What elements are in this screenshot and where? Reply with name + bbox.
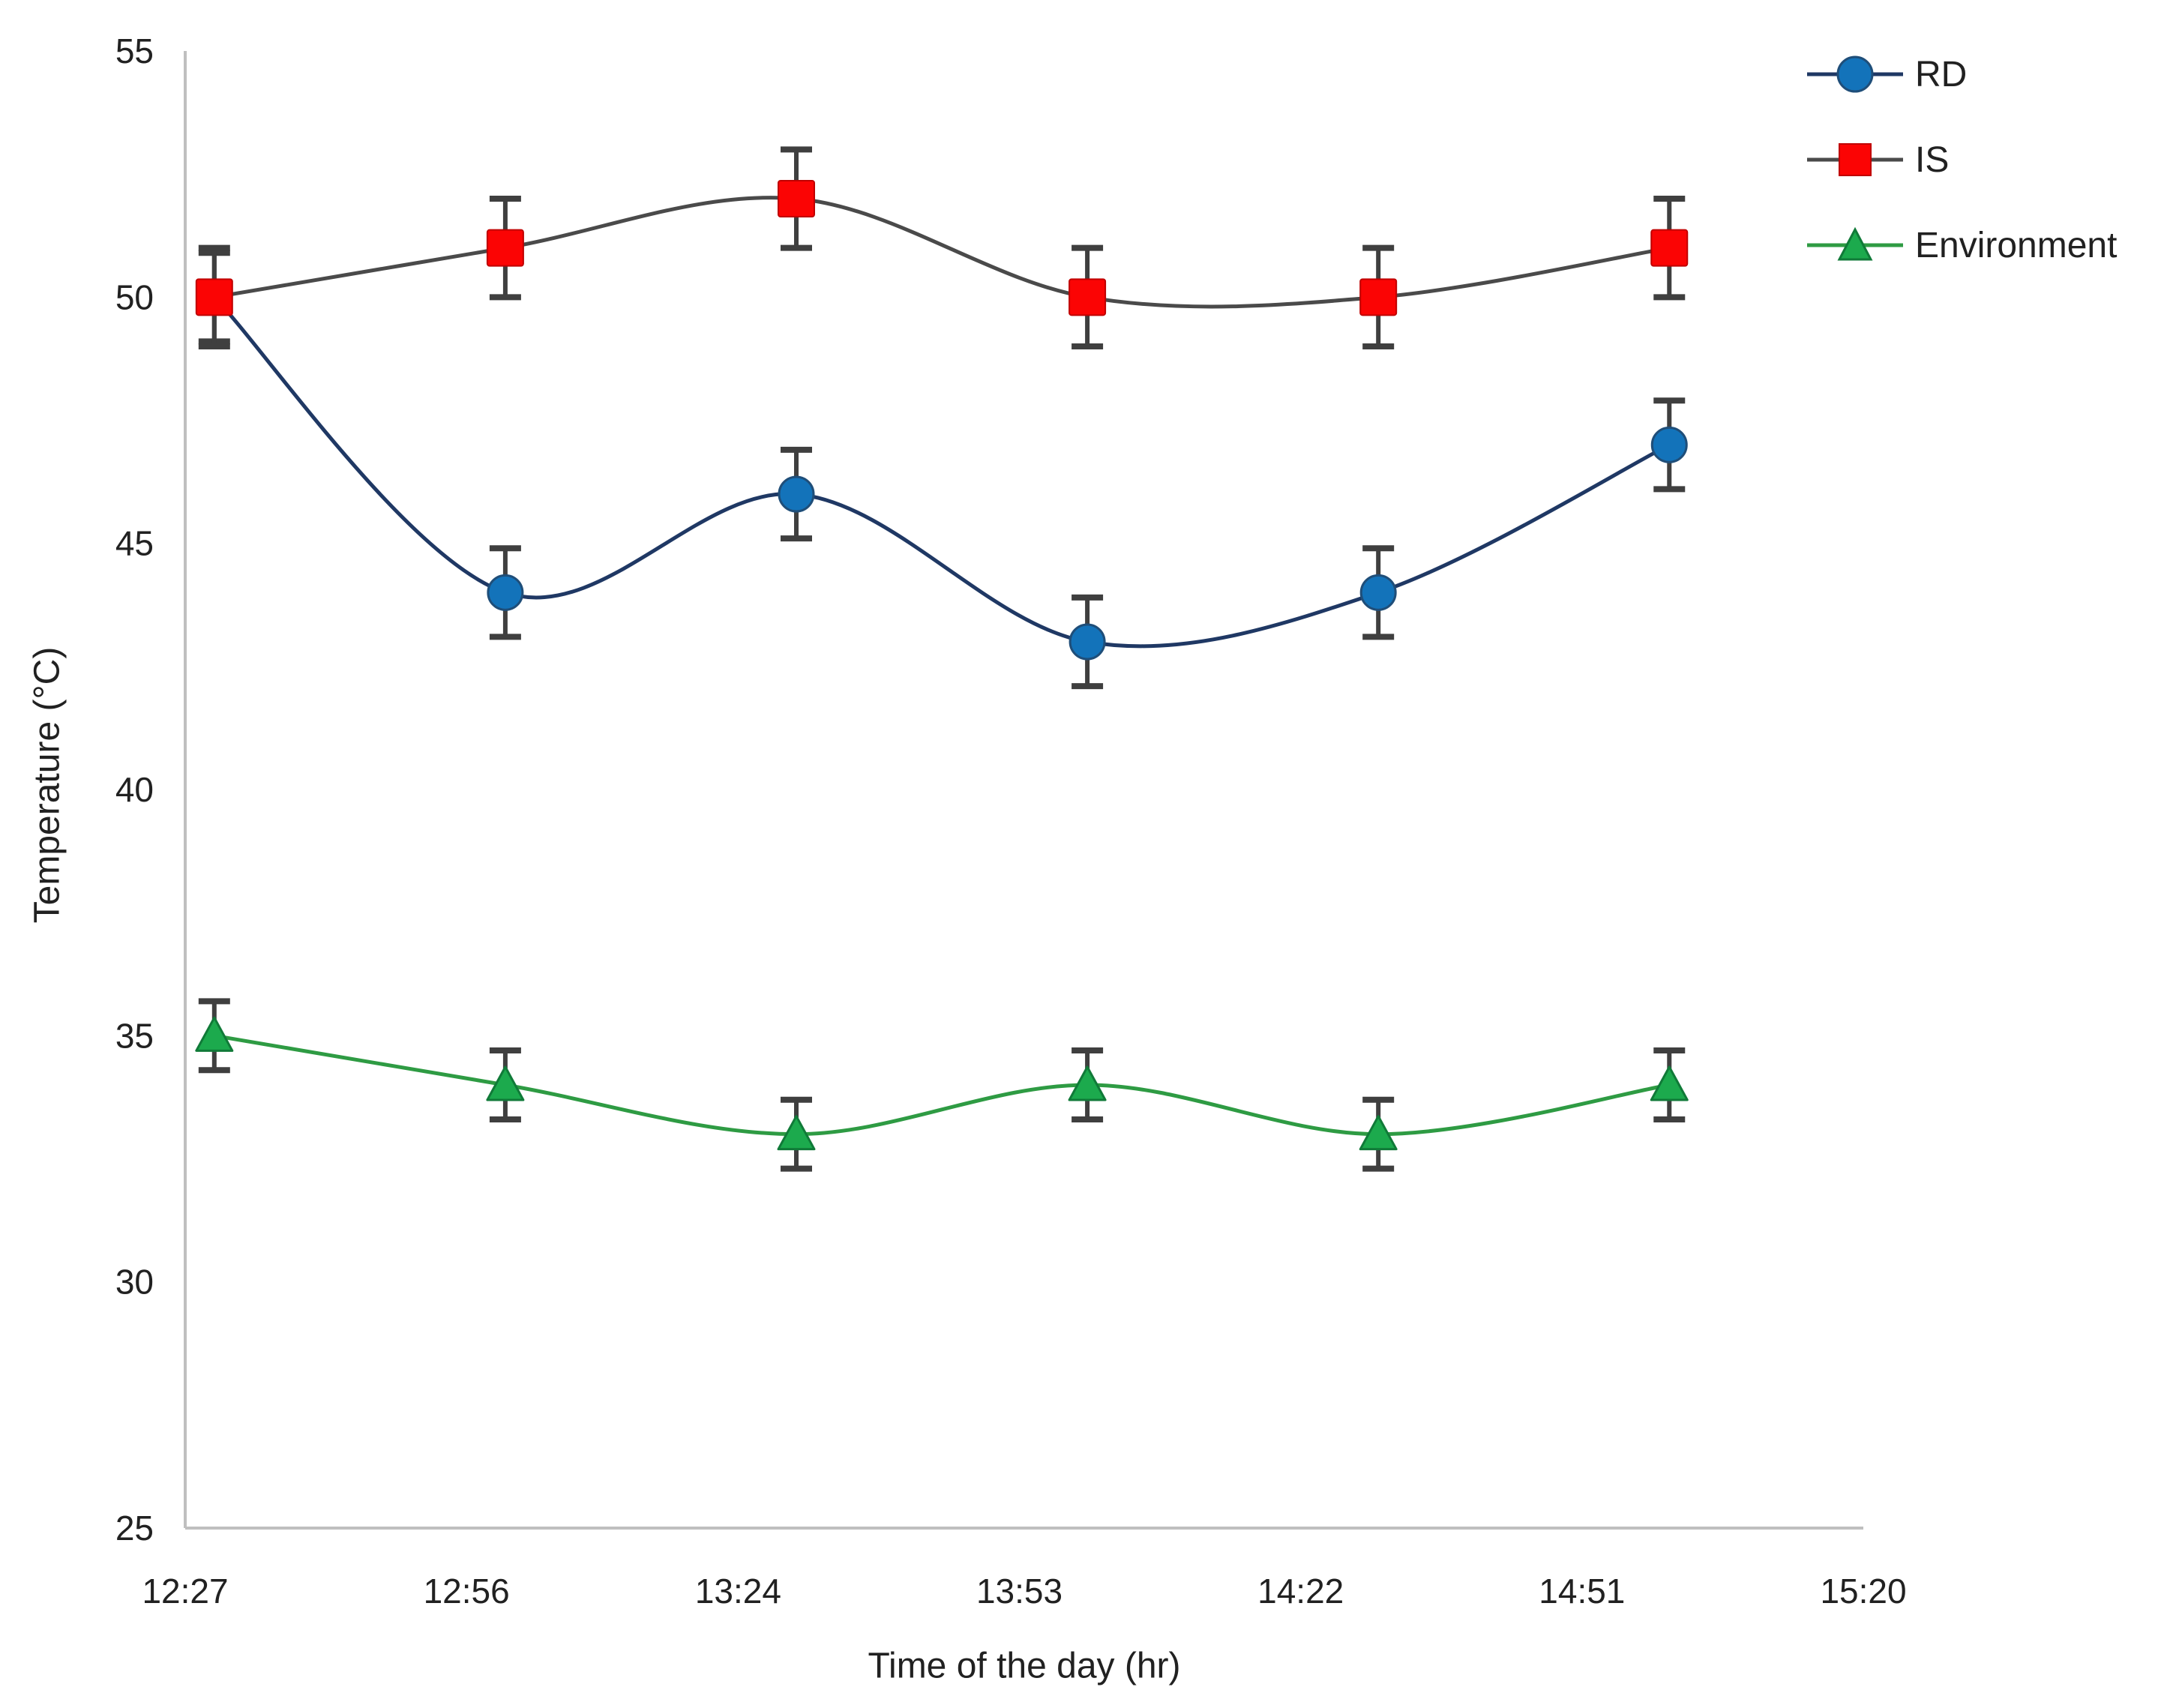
is-marker [1359, 278, 1398, 316]
x-tick-label: 13:53 [976, 1572, 1063, 1611]
is-marker [195, 278, 233, 316]
x-tick-label: 15:20 [1820, 1572, 1906, 1611]
environment-marker [1068, 1065, 1107, 1101]
rd-marker [1650, 426, 1688, 463]
is-series [195, 146, 1689, 349]
legend-square-marker [1839, 143, 1872, 176]
rd-marker [487, 574, 524, 611]
y-tick-label: 40 [115, 770, 154, 809]
y-tick-label: 55 [115, 31, 154, 70]
environment-series [195, 998, 1689, 1172]
rd-line [213, 295, 1671, 649]
x-tick-label: 14:51 [1539, 1572, 1625, 1611]
legend-circle-marker [1836, 55, 1874, 93]
legend-item-rd: RD [1806, 45, 2117, 103]
legend-item-environment: Environment [1806, 216, 2117, 274]
environment-marker [195, 1016, 234, 1052]
environment-line [214, 1033, 1670, 1137]
is-marker [1650, 229, 1689, 267]
legend: RD IS Environment [1806, 45, 2117, 301]
is-marker [777, 180, 815, 217]
is-legend-marker-icon [1807, 143, 1903, 176]
y-tick-label: 30 [115, 1263, 154, 1302]
y-tick-label: 25 [115, 1509, 154, 1548]
x-tick-label: 13:24 [695, 1572, 781, 1611]
x-tick-label: 14:22 [1257, 1572, 1344, 1611]
environment-legend-marker-icon [1807, 226, 1903, 261]
rd-marker [778, 475, 815, 513]
legend-triangle-marker [1837, 226, 1873, 261]
x-axis-title: Time of the day (hr) [868, 1646, 1181, 1686]
is-marker [486, 229, 524, 267]
rd-marker [1359, 574, 1397, 611]
y-tick-label: 45 [115, 524, 154, 563]
legend-label-is: IS [1915, 139, 1950, 180]
rd-legend-marker-icon [1807, 55, 1903, 93]
environment-marker [777, 1115, 816, 1151]
is-marker [1069, 278, 1107, 316]
legend-label-rd: RD [1915, 54, 1968, 94]
environment-marker [1359, 1115, 1398, 1151]
y-tick-label: 50 [115, 277, 154, 316]
legend-item-is: IS [1806, 130, 2117, 189]
legend-label-environment: Environment [1915, 225, 2118, 265]
rd-series [196, 250, 1688, 690]
y-axis-title: Temperature (°C) [27, 646, 67, 924]
x-tick-label: 12:27 [142, 1572, 228, 1611]
is-line [214, 196, 1670, 309]
environment-marker [486, 1065, 525, 1101]
y-tick-label: 35 [115, 1016, 154, 1055]
environment-marker [1650, 1065, 1689, 1101]
x-tick-label: 12:56 [424, 1572, 510, 1611]
rd-marker [1069, 623, 1106, 661]
